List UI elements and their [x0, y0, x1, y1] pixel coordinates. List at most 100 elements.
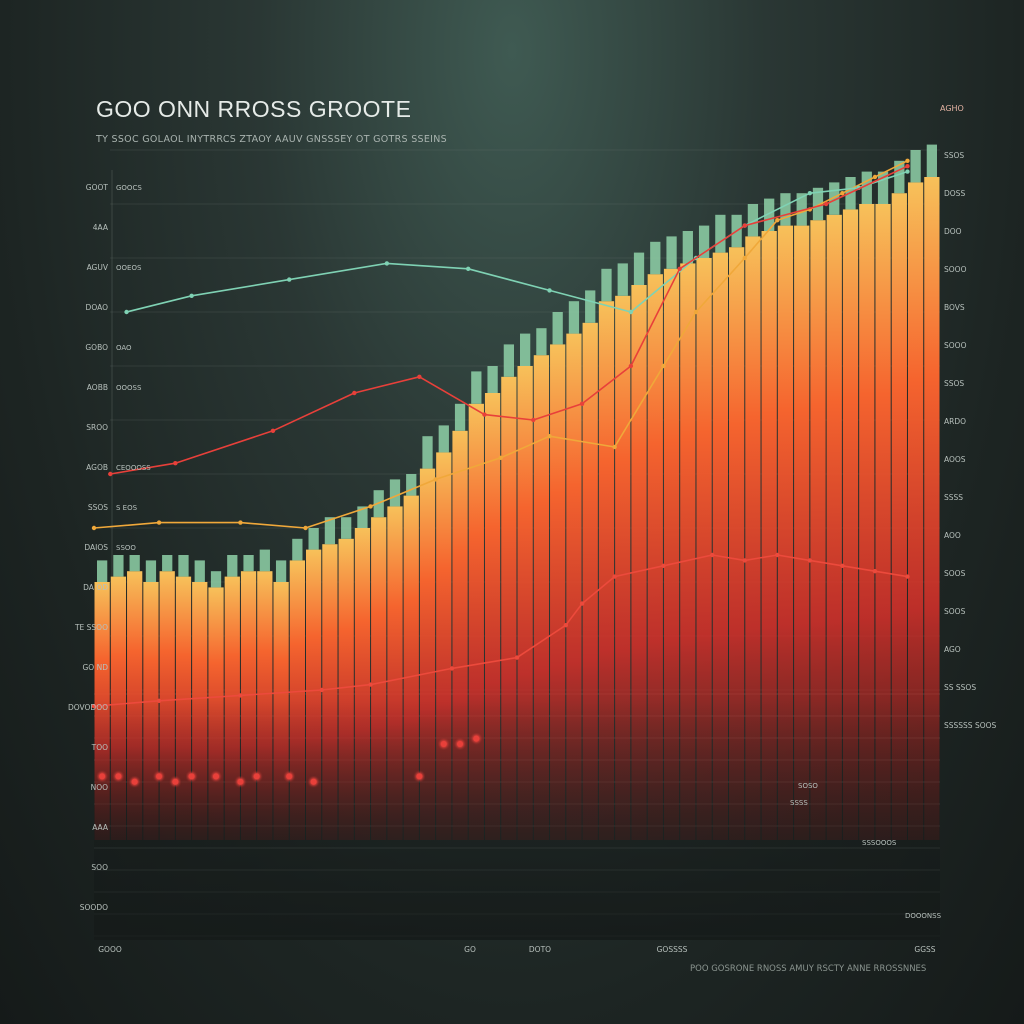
bar-cap — [812, 187, 824, 221]
bar — [891, 193, 907, 840]
series-point — [465, 266, 471, 271]
series-point — [693, 309, 699, 315]
y-tick-label: CEOOOSS — [116, 464, 151, 472]
bars-group — [94, 144, 940, 940]
y2-tick-label: SS SSOS — [944, 683, 976, 692]
bar — [794, 225, 810, 841]
y2-tick-label: SOOS — [944, 569, 966, 578]
x-tick-label: GO — [464, 945, 476, 954]
bar — [761, 231, 777, 840]
x-tick-label: GOSSSS — [657, 945, 688, 954]
tick-labels-group: GOOT 4AA AGUV DOAO GOBO AOBB SROO AGOB SSOS DAIOS… — [68, 151, 997, 954]
series-point — [742, 223, 747, 228]
bar-cap — [324, 517, 336, 545]
series-point — [449, 666, 455, 671]
y-tick-label: AGUV — [87, 263, 109, 272]
y2-tick-label: AGO — [944, 645, 961, 654]
series-point — [905, 164, 910, 169]
bar — [907, 182, 924, 840]
bar-cap — [682, 231, 693, 264]
y-tick-label: DOVODOO — [68, 703, 108, 712]
bar-cap — [585, 290, 596, 323]
series-point — [498, 455, 503, 460]
series-point — [352, 390, 357, 396]
y2-tick-label: SSOS — [944, 379, 964, 388]
series-point — [514, 655, 520, 660]
series-point — [807, 191, 813, 196]
y-tick-label: TOO — [91, 743, 108, 752]
bar-cap — [910, 150, 921, 183]
series-point — [189, 293, 194, 298]
bar-cap — [438, 425, 449, 453]
bar-cap — [780, 193, 791, 226]
bar-cap — [601, 268, 612, 302]
bar — [810, 220, 826, 840]
bar-cap — [568, 301, 580, 334]
bar-cap — [162, 555, 173, 572]
bar-cap — [650, 241, 661, 275]
y-tick-label: SSOO — [116, 544, 136, 552]
series-point — [384, 261, 390, 266]
chart-subtitle: TY SSOC GOLAOL INYTRRCS ZTAOY AAUV GNSSS… — [96, 134, 448, 145]
red-marker — [99, 773, 106, 780]
y2-tick-label: AOOS — [944, 455, 966, 464]
red-marker — [416, 773, 423, 780]
series-point — [124, 309, 129, 315]
bar-cap — [698, 225, 710, 258]
annotation-label: SOSO — [798, 782, 818, 790]
red-marker — [237, 778, 244, 785]
series-point — [840, 563, 845, 568]
y2-tick-label: AOO — [944, 531, 961, 540]
bar-cap — [536, 328, 547, 356]
bar — [826, 214, 842, 841]
y-tick-label: NOO — [91, 783, 109, 792]
red-marker — [131, 778, 138, 785]
bar-cap — [145, 560, 157, 582]
series-point — [287, 277, 292, 282]
bar-cap — [259, 549, 270, 572]
bar — [647, 274, 663, 840]
bar-cap — [341, 517, 352, 539]
y-tick-label: GOBO — [85, 343, 108, 352]
y-tick-label: 4AA — [93, 223, 109, 232]
y-tick-label: DOAO — [86, 303, 109, 312]
annotation-label: SSSOOOS — [862, 839, 897, 847]
bar-cap — [406, 474, 417, 496]
series-point — [661, 363, 666, 369]
series-point — [677, 266, 682, 271]
series-point — [661, 563, 666, 568]
series-point — [433, 477, 438, 482]
y-tick-label: SSOS — [88, 503, 108, 512]
y2-tick-label: DOO — [944, 227, 962, 236]
series-point — [156, 698, 162, 703]
series-point — [156, 520, 162, 525]
bar — [745, 236, 761, 840]
series-point — [238, 693, 243, 698]
series-point — [368, 682, 373, 687]
bar-cap — [292, 538, 303, 561]
series-point — [905, 169, 910, 174]
bar-cap — [747, 204, 759, 237]
series-point — [579, 401, 585, 406]
series-point — [303, 525, 308, 531]
bar-cap — [552, 312, 563, 345]
series-point — [872, 569, 878, 574]
series-point — [612, 574, 617, 579]
series-point — [173, 461, 178, 466]
bar — [680, 263, 696, 840]
y2-tick-label: DOSS — [944, 189, 965, 198]
annotation-label: DOOONSS — [905, 912, 942, 920]
y2-tick-label: ARDO — [944, 417, 966, 426]
bar-cap — [520, 333, 531, 366]
series-point — [547, 288, 552, 293]
series-point — [710, 552, 715, 558]
red-marker — [115, 773, 122, 780]
bar-cap — [389, 479, 401, 507]
bar — [663, 268, 680, 840]
y-tick-label: SOODO — [80, 903, 108, 912]
series-line — [93, 554, 908, 707]
bar-cap — [503, 344, 514, 377]
series-point — [547, 434, 552, 439]
red-marker — [310, 778, 317, 785]
